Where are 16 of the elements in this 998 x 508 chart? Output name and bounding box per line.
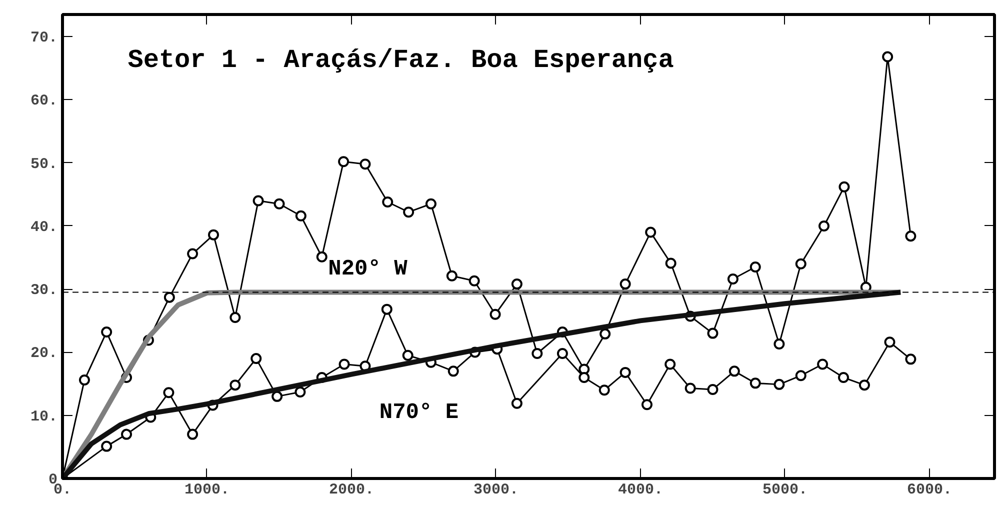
x-tick-label: 3000.: [473, 482, 518, 498]
y-tick-label: 10.: [30, 408, 58, 426]
text: Setor 1 - Araçás/Faz. Boa Esperança: [128, 44, 674, 75]
x-tick-label: 4000.: [618, 482, 663, 498]
y-tick-label: 20.: [30, 345, 58, 362]
x-tick-label: 6000.: [906, 482, 952, 498]
y-tick-label: 50.: [30, 156, 58, 173]
y-tick-label: 30.: [30, 282, 58, 300]
x-tick-label: 1000.: [184, 482, 230, 498]
y-tick-label: 70.: [30, 30, 58, 47]
series-label: N70° E: [379, 400, 459, 426]
y-tick-label: 60.: [30, 92, 58, 110]
x-tick-label: 5000.: [762, 482, 808, 498]
x-tick-label: 2000.: [328, 482, 374, 498]
series-label: N20° W: [328, 256, 408, 282]
y-tick-label: 40.: [30, 218, 58, 236]
